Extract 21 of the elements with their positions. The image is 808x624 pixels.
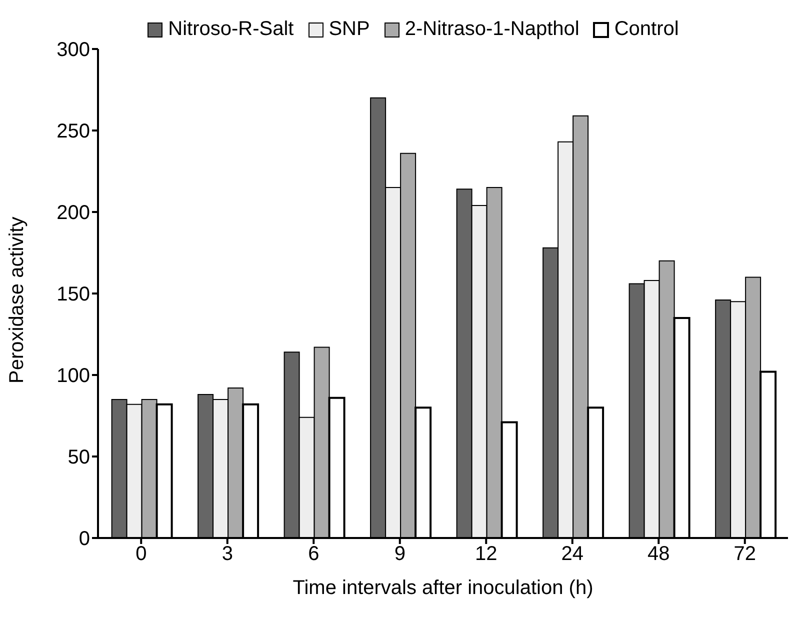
x-tick-label: 6 [308,543,320,566]
legend-label: Nitroso-R-Salt [168,18,294,41]
x-tick-label: 9 [394,543,406,566]
x-tick-label: 12 [475,543,498,566]
y-tick-label: 200 [56,202,90,224]
legend-label: SNP [328,18,370,41]
y-tick-label: 250 [56,120,90,143]
y-tick-label: 0 [78,528,90,550]
x-tick-label: 3 [222,543,233,566]
y-tick-label: 100 [56,365,90,388]
x-axis-title: Time intervals after inoculation (h) [292,577,594,600]
y-tick-label: 50 [68,446,90,469]
y-tick-label: 150 [56,284,90,306]
x-tick-label: 0 [136,543,147,566]
x-tick-label: 72 [734,543,756,566]
x-tick-label: 24 [561,543,584,566]
y-tick-label: 300 [56,39,90,62]
legend-label: Control [614,18,679,41]
legend-label: 2-Nitraso-1-Napthol [404,18,580,41]
y-axis-title: Peroxidase activity [6,216,28,384]
x-tick-label: 48 [648,543,670,566]
